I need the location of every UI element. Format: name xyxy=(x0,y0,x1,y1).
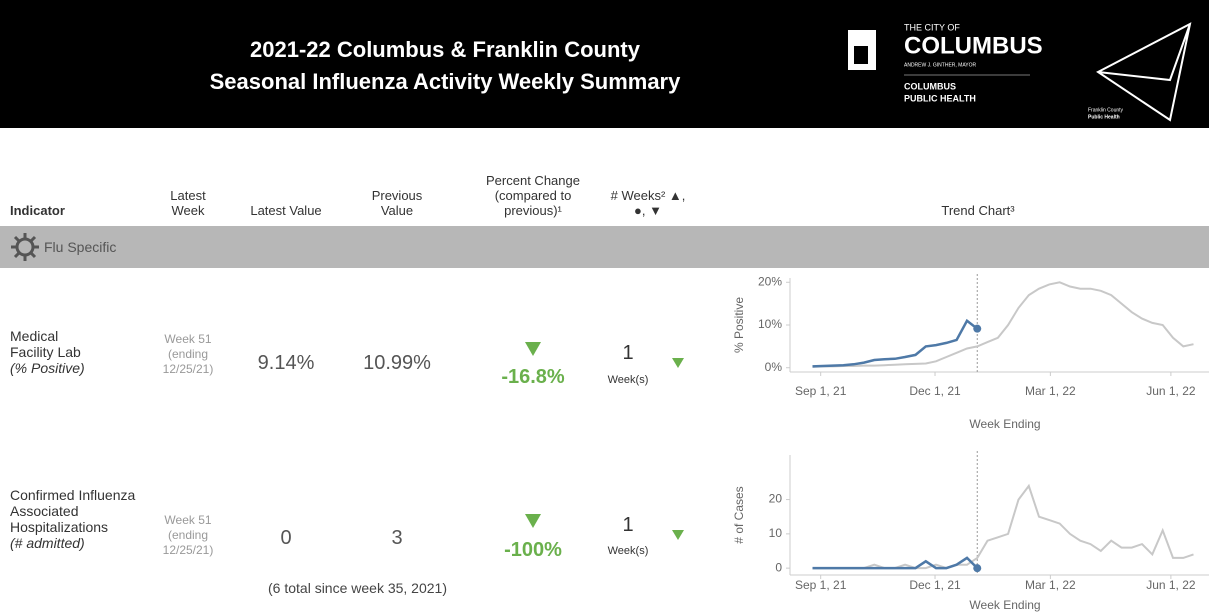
latest-point xyxy=(973,564,982,573)
latest-value: 0 xyxy=(280,527,292,549)
section-label: Flu Specific xyxy=(44,239,117,255)
week-note: (ending 12/25/21) xyxy=(162,528,214,557)
title: 2021-22 Columbus & Franklin County Seaso… xyxy=(120,34,770,98)
indicator-unit: (# admitted) xyxy=(10,535,85,551)
latest-week: Week 51 (ending 12/25/21) xyxy=(148,332,228,377)
indicator-name: Confirmed Influenza Associated Hospitali… xyxy=(10,487,136,535)
x-tick-label: Jun 1, 22 xyxy=(1146,578,1196,592)
title-line: Seasonal Influenza Activity Weekly Summa… xyxy=(209,69,681,94)
percent-change: -100% xyxy=(504,539,562,561)
weeks-count: 1 xyxy=(622,342,634,364)
y-axis-title: % Positive xyxy=(732,297,746,353)
down-arrow xyxy=(525,514,541,528)
footnote: (6 total since week 35, 2021) xyxy=(268,580,447,596)
x-tick-label: Mar 1, 22 xyxy=(1025,578,1076,592)
title-line: 2021-22 Columbus & Franklin County xyxy=(250,37,640,62)
x-axis-title: Week Ending xyxy=(969,417,1040,431)
week: Week 51 xyxy=(164,513,212,527)
y-tick-label: 20% xyxy=(758,274,782,288)
col-header: # Weeks² ▲, ●, ▼ xyxy=(610,188,686,218)
logo-text: Public Health xyxy=(1088,114,1120,120)
weeks-unit: Week(s) xyxy=(607,545,649,557)
logo-text: Franklin County xyxy=(1088,107,1124,113)
weeks-count: 1 xyxy=(622,514,634,536)
trend-line xyxy=(812,281,1194,368)
down-arrow xyxy=(672,530,684,540)
x-axis-title: Week Ending xyxy=(969,598,1040,612)
col-header: Indicator xyxy=(10,203,65,218)
section-band xyxy=(0,226,1209,268)
y-axis-title: # of Cases xyxy=(732,486,746,543)
header-band xyxy=(0,0,1209,128)
latest-value: 9.14% xyxy=(257,352,315,374)
down-arrow xyxy=(525,342,541,356)
city-icon xyxy=(854,46,868,64)
indicator-unit: (% Positive) xyxy=(10,360,85,376)
x-tick-label: Dec 1, 21 xyxy=(909,384,961,398)
percent-change: -16.8% xyxy=(501,366,565,388)
x-tick-label: Mar 1, 22 xyxy=(1025,384,1076,398)
y-tick-label: 0 xyxy=(775,560,782,574)
trend-line xyxy=(812,483,1194,570)
previous-value: 3 xyxy=(391,527,403,549)
col-header: Latest Value xyxy=(250,203,322,218)
indicator: Medical Facility Lab (% Positive) xyxy=(10,328,100,376)
weeks-unit: Week(s) xyxy=(607,374,649,386)
franklin-logo xyxy=(1096,22,1192,122)
week-note: (ending 12/25/21) xyxy=(162,347,214,376)
x-tick-label: Sep 1, 21 xyxy=(795,578,847,592)
logo-text: ANDREW J. GINTHER, MAYOR xyxy=(904,62,977,68)
x-tick-label: Sep 1, 21 xyxy=(795,384,847,398)
indicator-name: Medical Facility Lab xyxy=(10,328,81,360)
x-tick-label: Jun 1, 22 xyxy=(1146,384,1196,398)
latest-point xyxy=(973,324,982,333)
down-arrow xyxy=(672,358,684,368)
col-header: Previous Value xyxy=(371,188,423,218)
y-tick-label: 20 xyxy=(769,492,783,506)
col-header: Trend Chart³ xyxy=(941,203,1015,218)
latest-week: Week 51 (ending 12/25/21) xyxy=(148,513,228,558)
col-header: Latest Week xyxy=(170,188,206,218)
virus-icon xyxy=(11,233,39,261)
logos: THE CITY OF COLUMBUS ANDREW J. GINTHER, … xyxy=(848,22,1192,122)
logo-text: THE CITY OF xyxy=(904,22,960,32)
trend-line xyxy=(812,318,979,368)
y-tick-label: 10 xyxy=(769,526,783,540)
logo-text: PUBLIC HEALTH xyxy=(904,93,976,103)
previous-value: 10.99% xyxy=(363,352,431,374)
logo-text: COLUMBUS xyxy=(904,32,1043,59)
col-header: Percent Change (compared to previous)¹ xyxy=(486,173,580,218)
indicator: Confirmed Influenza Associated Hospitali… xyxy=(10,487,140,551)
week: Week 51 xyxy=(164,332,212,346)
trend-line xyxy=(812,556,979,570)
x-tick-label: Dec 1, 21 xyxy=(909,578,961,592)
y-tick-label: 10% xyxy=(758,317,782,331)
y-tick-label: 0% xyxy=(765,360,783,374)
logo-text: COLUMBUS xyxy=(904,81,956,91)
